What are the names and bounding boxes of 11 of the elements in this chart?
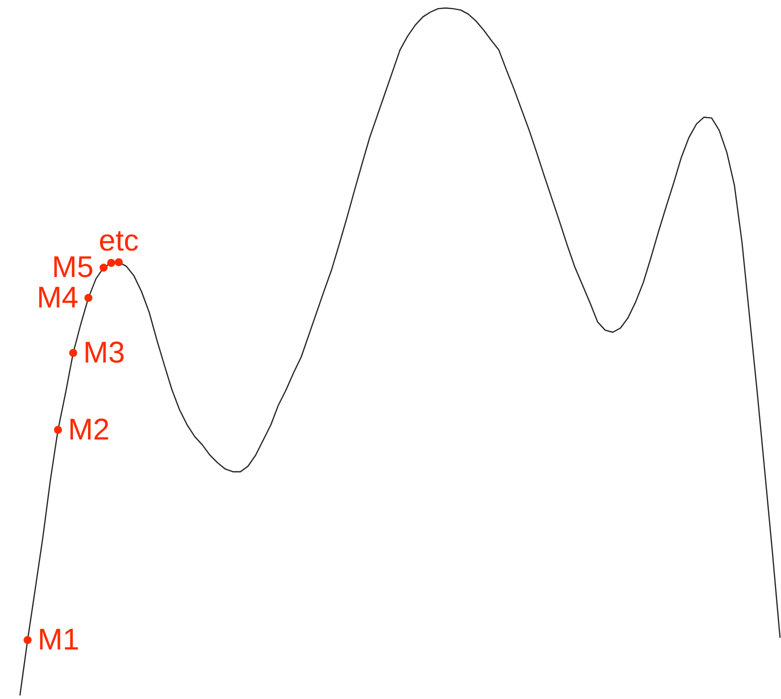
point (114, 258, 123, 266)
point (107, 258, 116, 267)
annotation: etc (98, 224, 139, 258)
point (100, 264, 108, 272)
point (69, 348, 78, 357)
annotation: M2 (68, 413, 110, 446)
annotation: M3 (83, 336, 125, 370)
point (54, 426, 62, 434)
annotation: M1 (38, 624, 80, 657)
point (24, 636, 32, 644)
point (84, 294, 92, 302)
